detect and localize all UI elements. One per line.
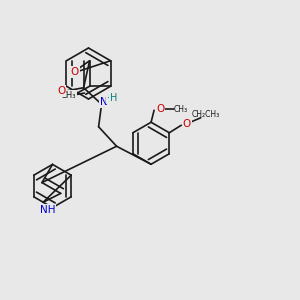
Text: ·H: ·H	[107, 93, 117, 103]
Text: N: N	[100, 97, 108, 107]
Text: O: O	[182, 119, 191, 129]
Text: O: O	[156, 104, 164, 114]
Text: O: O	[57, 86, 65, 96]
Text: CH₂CH₃: CH₂CH₃	[192, 110, 220, 119]
Text: CH₃: CH₃	[61, 91, 76, 100]
Text: CH₃: CH₃	[174, 105, 188, 114]
Text: NH: NH	[40, 205, 56, 215]
Text: O: O	[70, 67, 79, 77]
